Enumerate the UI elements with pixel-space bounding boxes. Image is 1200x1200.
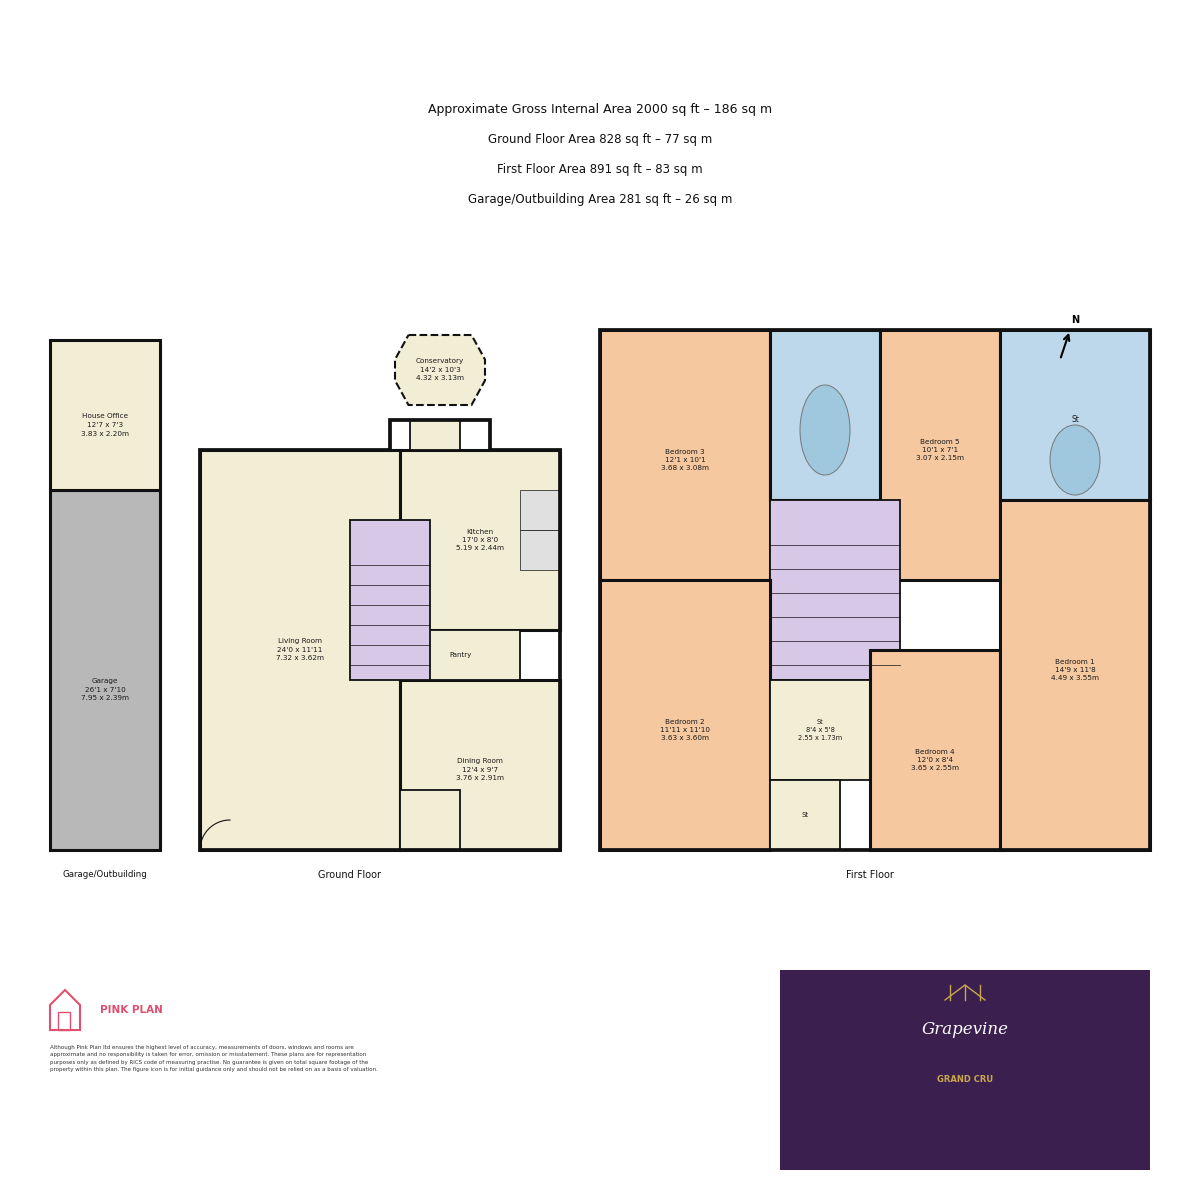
- Text: Bedroom 2
11'11 x 11'10
3.63 x 3.60m: Bedroom 2 11'11 x 11'10 3.63 x 3.60m: [660, 719, 710, 742]
- Text: Living Room
24'0 x 11'11
7.32 x 3.62m: Living Room 24'0 x 11'11 7.32 x 3.62m: [276, 638, 324, 661]
- Text: Garage
26'1 x 7'10
7.95 x 2.39m: Garage 26'1 x 7'10 7.95 x 2.39m: [82, 678, 130, 702]
- Bar: [410, 420, 460, 450]
- Text: Grapevine: Grapevine: [922, 1021, 1008, 1038]
- Text: Ground Floor: Ground Floor: [318, 870, 382, 880]
- Bar: [870, 650, 1000, 850]
- Text: St: St: [1072, 415, 1079, 425]
- Text: Ground Floor Area 828 sq ft – 77 sq m: Ground Floor Area 828 sq ft – 77 sq m: [488, 133, 712, 146]
- Bar: [1000, 330, 1150, 500]
- Polygon shape: [395, 335, 485, 404]
- Text: House Office
12'7 x 7'3
3.83 x 2.20m: House Office 12'7 x 7'3 3.83 x 2.20m: [82, 414, 130, 437]
- FancyBboxPatch shape: [780, 970, 1150, 1170]
- Bar: [520, 530, 560, 570]
- Text: PINK PLAN: PINK PLAN: [100, 1006, 163, 1015]
- Bar: [400, 630, 520, 680]
- Bar: [50, 490, 160, 850]
- Bar: [200, 450, 400, 850]
- Bar: [58, 1012, 70, 1030]
- Text: Garage/Outbuilding Area 281 sq ft – 26 sq m: Garage/Outbuilding Area 281 sq ft – 26 s…: [468, 193, 732, 206]
- Text: Pantry: Pantry: [449, 652, 472, 658]
- Bar: [400, 790, 460, 850]
- Text: First Floor Area 891 sq ft – 83 sq m: First Floor Area 891 sq ft – 83 sq m: [497, 163, 703, 176]
- Bar: [600, 330, 770, 580]
- Text: St: St: [802, 812, 809, 818]
- Ellipse shape: [1050, 425, 1100, 494]
- Text: Bedroom 3
12'1 x 10'1
3.68 x 3.08m: Bedroom 3 12'1 x 10'1 3.68 x 3.08m: [661, 449, 709, 472]
- Bar: [770, 330, 880, 500]
- Ellipse shape: [800, 385, 850, 475]
- Bar: [1000, 500, 1150, 850]
- Text: Bedroom 5
10'1 x 7'1
3.07 x 2.15m: Bedroom 5 10'1 x 7'1 3.07 x 2.15m: [916, 438, 964, 462]
- Text: Although Pink Plan ltd ensures the highest level of accuracy, measurements of do: Although Pink Plan ltd ensures the highe…: [50, 1045, 378, 1073]
- Bar: [50, 340, 160, 490]
- Text: GRAND CRU: GRAND CRU: [937, 1075, 994, 1085]
- Text: First Floor: First Floor: [846, 870, 894, 880]
- Text: Dining Room
12'4 x 9'7
3.76 x 2.91m: Dining Room 12'4 x 9'7 3.76 x 2.91m: [456, 758, 504, 781]
- Text: N: N: [1070, 314, 1079, 325]
- Bar: [350, 520, 430, 680]
- Text: Bedroom 4
12'0 x 8'4
3.65 x 2.55m: Bedroom 4 12'0 x 8'4 3.65 x 2.55m: [911, 749, 959, 772]
- Bar: [520, 490, 560, 530]
- Text: Conservatory
14'2 x 10'3
4.32 x 3.13m: Conservatory 14'2 x 10'3 4.32 x 3.13m: [416, 359, 464, 382]
- Text: Kitchen
17'0 x 8'0
5.19 x 2.44m: Kitchen 17'0 x 8'0 5.19 x 2.44m: [456, 528, 504, 552]
- Text: St
8'4 x 5'8
2.55 x 1.73m: St 8'4 x 5'8 2.55 x 1.73m: [798, 719, 842, 742]
- Bar: [770, 500, 900, 680]
- Bar: [880, 330, 1000, 580]
- Text: Approximate Gross Internal Area 2000 sq ft – 186 sq m: Approximate Gross Internal Area 2000 sq …: [428, 103, 772, 116]
- Bar: [770, 680, 870, 780]
- Text: Garage/Outbuilding: Garage/Outbuilding: [62, 870, 148, 878]
- Bar: [770, 780, 840, 850]
- Text: Bedroom 1
14'9 x 11'8
4.49 x 3.55m: Bedroom 1 14'9 x 11'8 4.49 x 3.55m: [1051, 659, 1099, 682]
- Bar: [400, 450, 560, 630]
- Bar: [400, 680, 560, 850]
- Bar: [600, 580, 770, 850]
